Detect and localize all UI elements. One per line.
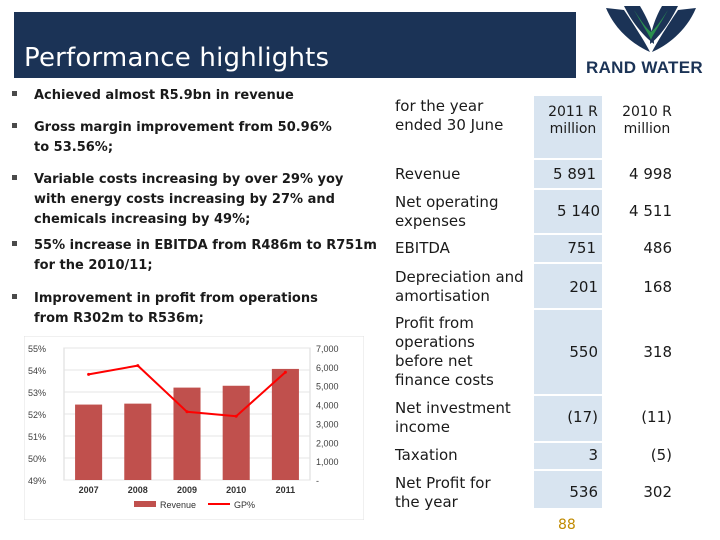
bullet-text: Improvement in profit from operations fr… [34,291,318,326]
right-tick-label: 2,000 [316,438,339,448]
left-tick-label: 54% [28,366,46,376]
legend-label-gp: GP% [234,500,255,510]
revenue-bar [271,368,299,480]
bullet-text: Gross margin improvement from 50.96% to … [34,120,332,155]
cell-2011-taxation: 3 [588,446,598,464]
cell-2010-taxation: (5) [650,446,672,464]
bullet-text: 55% increase in EBITDA from R486m to R75… [34,238,377,273]
x-tick-label: 2010 [226,485,246,495]
right-tick-label: - [316,476,319,486]
row-divider [392,308,702,310]
revenue-bar [75,404,103,480]
bullet-marker [12,91,17,96]
x-tick-label: 2009 [177,485,197,495]
left-tick-label: 51% [28,432,46,442]
col-header-2010: 2010 R million [622,104,672,137]
legend-label-revenue: Revenue [160,500,196,510]
bullet-marker [12,175,17,180]
row-label-profit-from-operations: Profit from operations before net financ… [395,314,494,389]
title-rule [388,73,576,75]
revenue-bar [222,385,250,480]
cell-2010-net-investment-income: (11) [641,408,672,426]
cell-2010-net-operating-expenses: 4 511 [629,202,672,220]
cell-2011-depreciation: 201 [569,278,598,296]
column-divider [602,96,604,508]
page-number: 88 [558,517,576,533]
table-header-label: for the year ended 30 June [395,97,504,134]
cell-2010-revenue: 4 998 [629,165,672,183]
revenue-bar [173,387,201,480]
row-divider [392,262,702,264]
gp-point [87,372,91,376]
x-tick-label: 2011 [276,485,296,495]
row-divider [392,441,702,443]
right-tick-label: 4,000 [316,401,339,411]
left-tick-label: 50% [28,454,46,464]
rand-water-logo-icon [606,6,696,52]
header-banner [14,12,576,78]
revenue-bar [124,403,152,480]
col-header-2011: 2011 R million [548,104,598,137]
gp-point [185,410,189,414]
row-label-revenue: Revenue [395,165,461,183]
right-tick-label: 3,000 [316,419,339,429]
row-divider [392,158,702,160]
row-label-net-investment-income: Net investment income [395,399,511,436]
bullet-marker [12,123,17,128]
left-tick-label: 52% [28,410,46,420]
cell-2010-net-profit: 302 [643,483,672,501]
row-label-taxation: Taxation [395,446,458,464]
right-tick-label: 5,000 [316,382,339,392]
x-tick-label: 2008 [128,485,148,495]
revenue-gp-chart: 55% 54% 53% 52% 51% 50% 49% 7,000 6,000 5,000 4,00… [24,336,364,520]
legend-swatch-revenue [134,501,156,507]
column-2011-highlight [534,96,602,508]
cell-2011-ebitda: 751 [567,239,596,257]
row-label-net-profit: Net Profit for the year [395,474,491,511]
row-label-net-operating-expenses: Net operating expenses [395,193,499,230]
left-tick-label: 55% [28,344,46,354]
row-divider [392,394,702,396]
row-label-depreciation: Depreciation and amortisation [395,268,524,305]
left-tick-label: 49% [28,476,46,486]
right-tick-label: 1,000 [316,457,339,467]
row-label-ebitda: EBITDA [395,239,450,257]
cell-2010-ebitda: 486 [643,239,672,257]
cell-2011-net-profit: 536 [569,483,598,501]
cell-2011-revenue: 5 891 [553,165,596,183]
cell-2011-net-operating-expenses: 5 140 [557,202,600,220]
gp-point [283,370,287,374]
cell-2010-profit-from-operations: 318 [643,343,672,361]
brand-name: RAND WATER [586,58,703,77]
page-title: Performance highlights [24,43,330,73]
cell-2011-profit-from-operations: 550 [569,343,598,361]
cell-2010-depreciation: 168 [643,278,672,296]
right-tick-label: 6,000 [316,363,339,373]
bullet-text: Achieved almost R5.9bn in revenue [34,88,294,103]
right-tick-label: 7,000 [316,344,339,354]
bullet-text: Variable costs increasing by over 29% yo… [34,172,344,227]
bullet-marker [12,241,17,246]
cell-2011-net-investment-income: (17) [567,408,598,426]
row-divider [392,469,702,471]
row-divider [392,233,702,235]
x-tick-label: 2007 [79,485,99,495]
gp-point [234,414,238,418]
gp-point [136,364,140,368]
bullet-marker [12,294,17,299]
row-divider [392,188,702,190]
left-tick-label: 53% [28,388,46,398]
